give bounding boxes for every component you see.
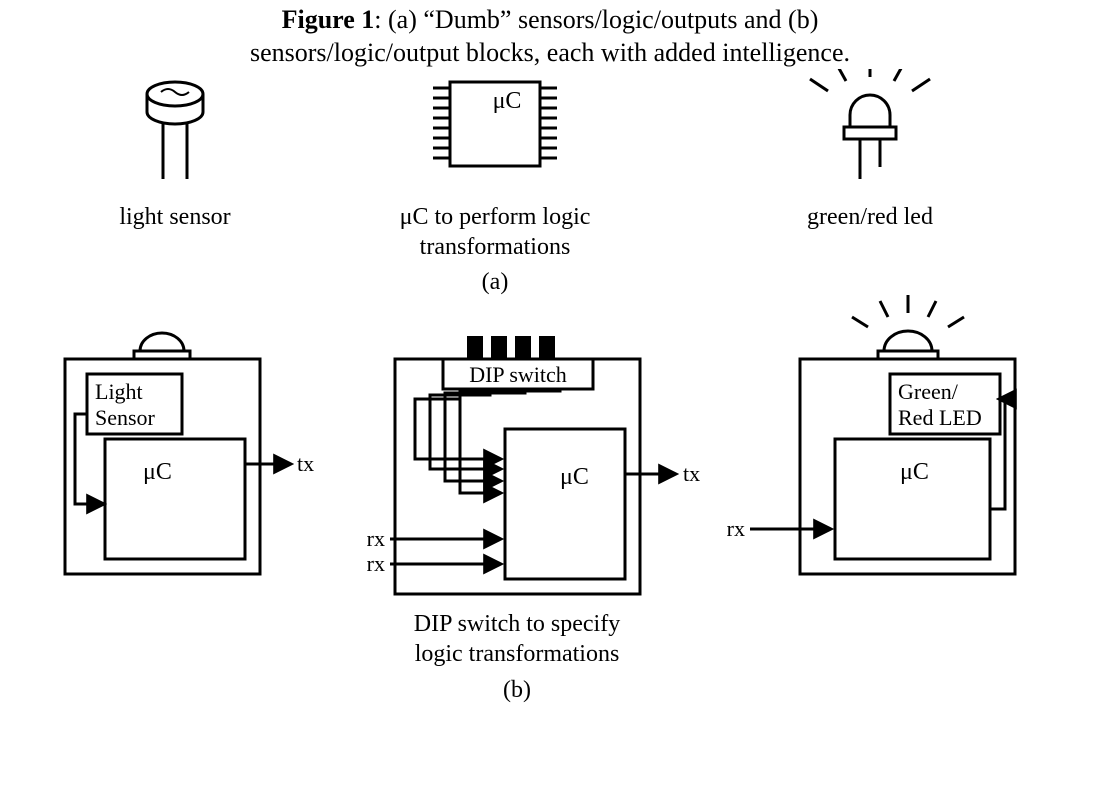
light-sensor-icon [147, 82, 203, 179]
mid-tx-label: tx [683, 461, 700, 486]
mid-caption-l2: logic transformations [415, 641, 620, 667]
left-sensor-l1: Light [95, 379, 143, 404]
uC-label-l1: μC to perform logic [400, 204, 591, 230]
mid-uC-text: μC [560, 464, 589, 490]
right-uC-text: μC [900, 459, 929, 485]
diagram-svg: light sensor μC μC to perform logic tran… [0, 69, 1100, 794]
caption-line1: : (a) “Dumb” sensors/logic/outputs and (… [374, 5, 818, 34]
right-led-l1: Green/ [898, 379, 959, 404]
block-left: Light Sensor μC tx [65, 333, 314, 574]
right-rx-label: rx [727, 516, 745, 541]
uC-label-l2: transformations [420, 234, 571, 260]
mid-caption-l1: DIP switch to specify [414, 611, 620, 637]
left-sensor-l2: Sensor [95, 405, 156, 430]
led-icon [810, 69, 930, 179]
mid-rx-label-2: rx [367, 551, 385, 576]
right-led-l2: Red LED [898, 405, 982, 430]
left-tx-label: tx [297, 451, 314, 476]
block-mid: DIP switch μC tx rx rx [367, 336, 700, 594]
led-label: green/red led [807, 204, 933, 230]
panel-b-sublabel: (b) [503, 677, 531, 703]
caption-line2: sensors/logic/output blocks, each with a… [250, 38, 850, 67]
figure-caption: Figure 1: (a) “Dumb” sensors/logic/outpu… [0, 0, 1100, 69]
left-uC-text: μC [143, 459, 172, 485]
uC-chip-text: μC [493, 88, 522, 114]
light-sensor-label: light sensor [119, 204, 230, 230]
panel-a-sublabel: (a) [482, 269, 509, 295]
mid-rx-label-1: rx [367, 526, 385, 551]
caption-bold: Figure 1 [282, 5, 375, 34]
uC-chip-icon: μC [433, 82, 557, 166]
block-right: Green/ Red LED μC rx [727, 295, 1015, 574]
mid-dip-label: DIP switch [469, 362, 567, 387]
